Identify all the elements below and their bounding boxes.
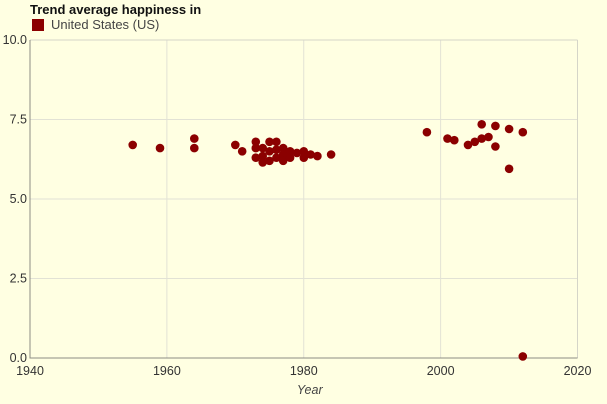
data-point <box>251 137 261 147</box>
data-point <box>422 127 432 137</box>
data-point <box>251 153 261 162</box>
chart-title: Trend average happiness in <box>30 2 202 17</box>
legend-item[interactable]: United States (US) <box>32 17 159 32</box>
data-point <box>278 143 288 153</box>
y-tick-label: 5.0 <box>10 192 27 206</box>
data-point <box>450 135 459 145</box>
data-point <box>231 140 240 150</box>
data-point <box>518 352 528 361</box>
data-point <box>299 153 309 162</box>
data-point <box>190 134 199 143</box>
data-point <box>272 145 281 154</box>
data-point <box>326 150 336 159</box>
data-point <box>443 134 452 143</box>
data-point <box>292 148 302 158</box>
data-point <box>265 156 274 166</box>
data-point <box>484 132 493 142</box>
y-tick-label: 10.0 <box>3 33 27 47</box>
x-axis-title: Year <box>297 383 324 397</box>
data-point <box>463 140 473 150</box>
x-tick-label: 2000 <box>427 364 455 378</box>
x-tick-label: 1980 <box>290 364 318 378</box>
data-point <box>278 156 288 166</box>
legend-label: United States (US) <box>51 17 160 32</box>
data-point <box>258 143 268 153</box>
data-point <box>278 150 288 159</box>
y-tick-label: 7.5 <box>10 113 27 127</box>
y-tick-label: 0.0 <box>10 351 27 365</box>
data-point <box>491 142 500 151</box>
x-tick-label: 1960 <box>153 364 181 378</box>
data-point <box>272 137 281 147</box>
data-point <box>258 158 268 167</box>
legend-swatch-icon <box>32 18 44 31</box>
data-point <box>155 143 165 153</box>
data-point <box>258 151 268 161</box>
data-point <box>504 124 514 134</box>
data-point <box>285 153 295 162</box>
data-point <box>313 151 322 161</box>
x-tick-label: 1940 <box>16 364 44 378</box>
data-point <box>237 147 247 156</box>
data-point <box>272 153 281 162</box>
data-point <box>491 121 500 131</box>
data-point <box>518 127 528 137</box>
data-point <box>477 120 487 129</box>
data-point <box>306 150 315 159</box>
data-point <box>265 137 274 147</box>
data-point <box>285 147 295 156</box>
data-point <box>299 147 309 156</box>
x-tick-label: 2020 <box>564 364 592 378</box>
data-point <box>470 137 480 147</box>
data-point <box>251 143 261 153</box>
data-point <box>504 164 514 174</box>
y-tick-label: 2.5 <box>10 272 27 286</box>
data-point <box>190 143 199 153</box>
data-point <box>265 147 274 156</box>
data-point <box>128 140 137 150</box>
data-point <box>477 134 487 143</box>
